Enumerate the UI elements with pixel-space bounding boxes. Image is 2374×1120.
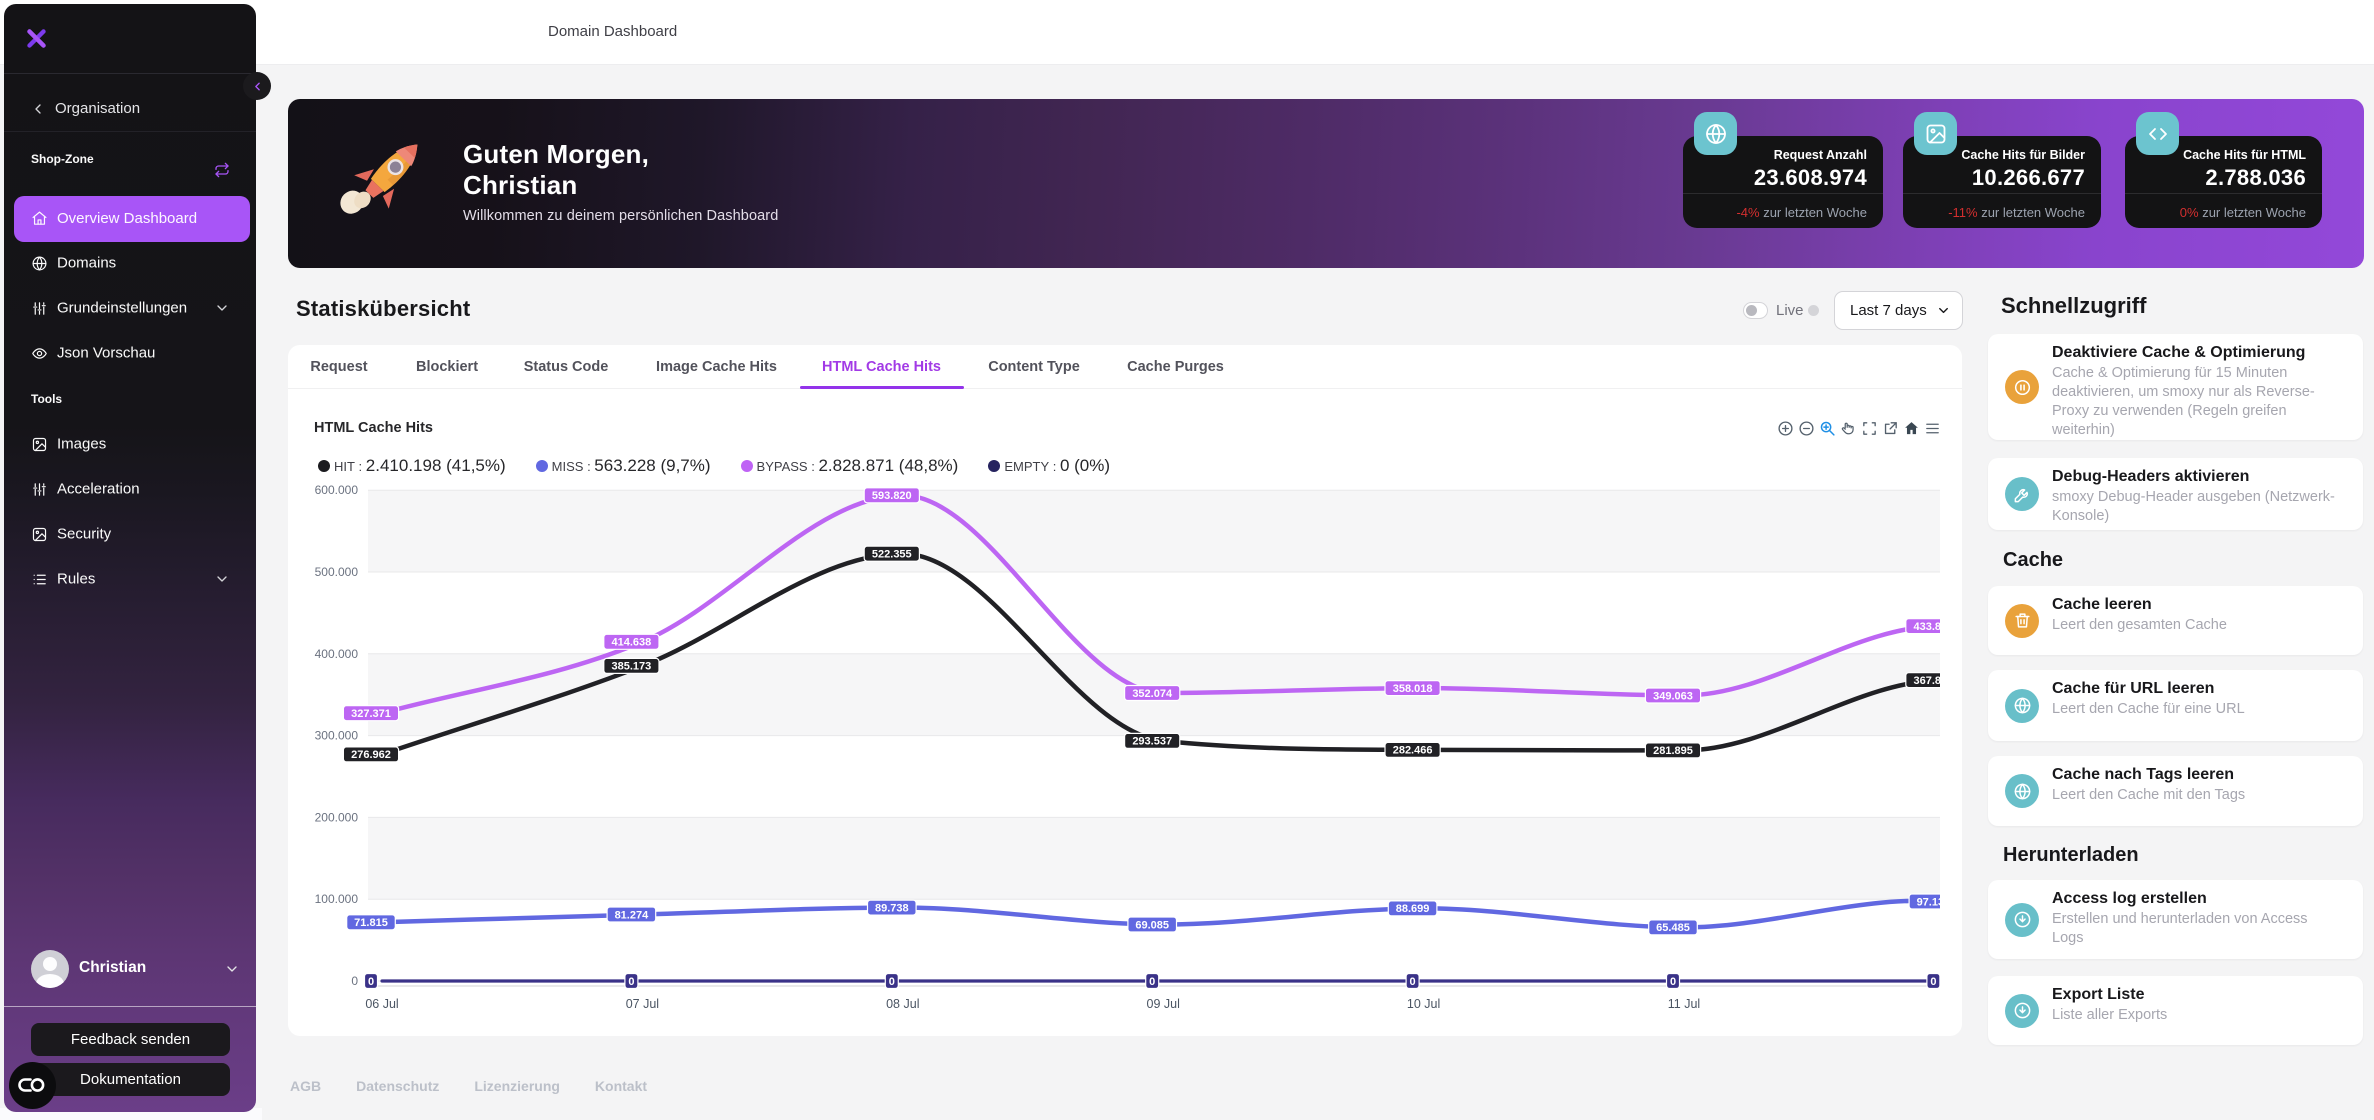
svg-text:600.000: 600.000 bbox=[315, 483, 359, 497]
svg-text:65.485: 65.485 bbox=[1656, 922, 1690, 934]
svg-text:0: 0 bbox=[351, 974, 358, 988]
svg-text:0: 0 bbox=[628, 976, 634, 988]
svg-text:71.815: 71.815 bbox=[354, 917, 388, 929]
svg-text:81.274: 81.274 bbox=[615, 909, 650, 921]
svg-text:07 Jul: 07 Jul bbox=[626, 997, 659, 1011]
svg-text:200.000: 200.000 bbox=[315, 810, 359, 824]
svg-text:100.000: 100.000 bbox=[315, 892, 359, 906]
svg-text:0: 0 bbox=[1930, 976, 1936, 988]
svg-text:276.962: 276.962 bbox=[351, 749, 391, 761]
svg-text:08 Jul: 08 Jul bbox=[886, 997, 919, 1011]
svg-text:09 Jul: 09 Jul bbox=[1147, 997, 1180, 1011]
svg-text:349.063: 349.063 bbox=[1653, 690, 1693, 702]
svg-text:293.537: 293.537 bbox=[1132, 736, 1172, 748]
svg-text:10 Jul: 10 Jul bbox=[1407, 997, 1440, 1011]
svg-text:06 Jul: 06 Jul bbox=[365, 997, 398, 1011]
svg-text:11 Jul: 11 Jul bbox=[1668, 997, 1700, 1011]
svg-text:500.000: 500.000 bbox=[315, 565, 359, 579]
svg-text:97.133: 97.133 bbox=[1917, 896, 1951, 908]
svg-text:69.085: 69.085 bbox=[1135, 919, 1169, 931]
svg-text:0: 0 bbox=[368, 976, 374, 988]
svg-text:593.820: 593.820 bbox=[872, 490, 912, 502]
svg-text:400.000: 400.000 bbox=[315, 647, 359, 661]
svg-text:358.018: 358.018 bbox=[1393, 683, 1433, 695]
svg-text:281.895: 281.895 bbox=[1653, 745, 1693, 757]
svg-text:300.000: 300.000 bbox=[315, 729, 359, 743]
svg-text:282.466: 282.466 bbox=[1393, 745, 1433, 757]
svg-text:352.074: 352.074 bbox=[1132, 688, 1173, 700]
svg-text:327.371: 327.371 bbox=[351, 708, 391, 720]
svg-text:0: 0 bbox=[1410, 976, 1416, 988]
svg-text:414.638: 414.638 bbox=[612, 637, 652, 649]
svg-text:0: 0 bbox=[889, 976, 895, 988]
svg-text:88.699: 88.699 bbox=[1396, 903, 1430, 915]
svg-text:0: 0 bbox=[1670, 976, 1676, 988]
svg-text:522.355: 522.355 bbox=[872, 549, 912, 561]
svg-text:385.173: 385.173 bbox=[612, 661, 652, 673]
svg-text:89.738: 89.738 bbox=[875, 902, 909, 914]
svg-text:367.852: 367.852 bbox=[1914, 675, 1954, 687]
svg-text:433.843: 433.843 bbox=[1914, 621, 1954, 633]
svg-text:0: 0 bbox=[1149, 976, 1155, 988]
